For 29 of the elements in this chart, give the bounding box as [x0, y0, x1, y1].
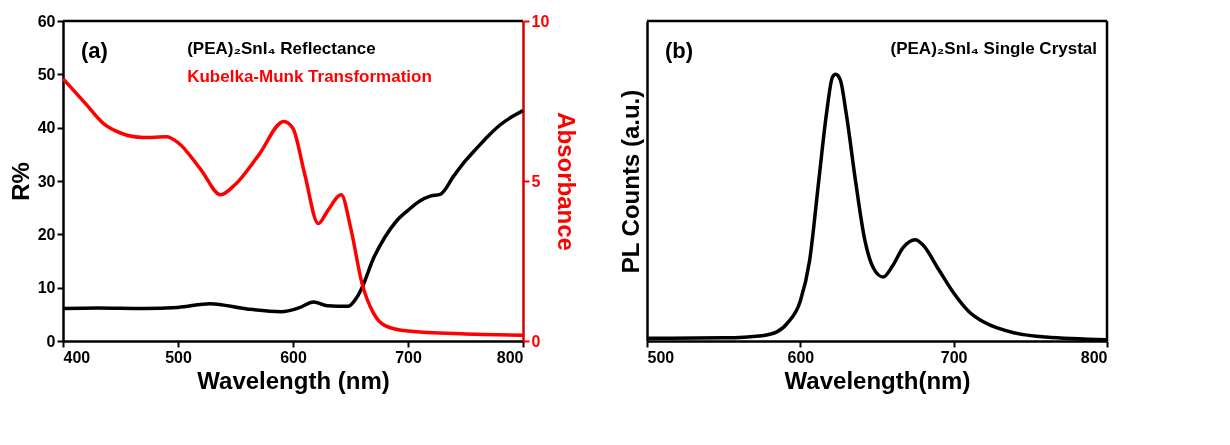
y2-tick-label: 5 [531, 172, 541, 190]
annotation: (a) [81, 38, 108, 63]
y-axis-title: R% [6, 162, 34, 201]
y2-tick-label: 10 [531, 12, 550, 30]
y-tick-label: 10 [37, 279, 56, 297]
y-tick-label: 0 [46, 332, 56, 350]
x-tick-label: 600 [280, 348, 307, 366]
y2-axis-title: Absorbance [553, 112, 581, 251]
y-tick-label: 40 [37, 119, 56, 137]
text: Kubelka-Munk Transformation [187, 67, 432, 86]
x-tick-label: 800 [1080, 348, 1108, 366]
y-tick-label: 50 [37, 65, 56, 83]
x-tick-label: 400 [63, 348, 91, 366]
y-tick-label: 30 [37, 172, 56, 190]
x-tick-label: 700 [395, 348, 422, 366]
x-axis-title: Wavelength(nm) [784, 366, 971, 394]
x-tick-label: 600 [787, 348, 815, 366]
y-tick-label: 60 [37, 12, 56, 30]
text: (PEA)₂SnI₄ Single Crystal [890, 39, 1097, 58]
text: (b) [665, 38, 694, 63]
x-tick-label: 500 [165, 348, 192, 366]
x-tick-label: 500 [647, 348, 675, 366]
x-tick-label: 800 [496, 348, 524, 366]
text: (PEA)₂SnI₄ Reflectance [187, 39, 376, 58]
x-axis-title: Wavelength (nm) [197, 366, 390, 394]
x-tick-label: 700 [940, 348, 968, 366]
y2-tick-label: 0 [531, 332, 541, 350]
y-axis-title: PL Counts (a.u.) [616, 89, 644, 274]
y-tick-label: 20 [37, 225, 56, 243]
